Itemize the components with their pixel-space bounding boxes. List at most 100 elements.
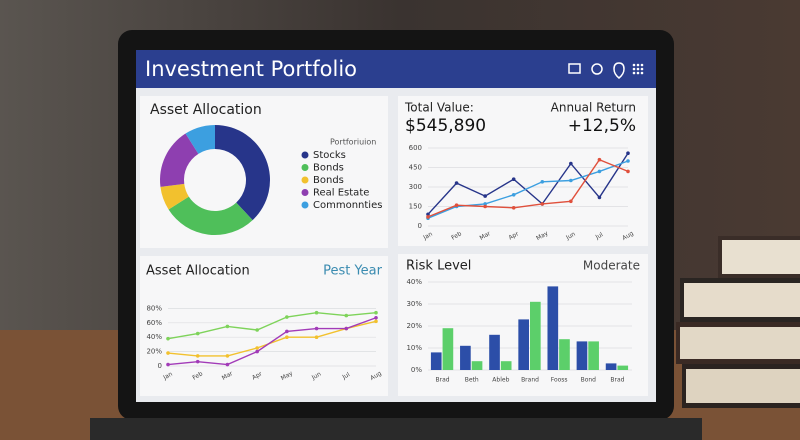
point [569,199,573,204]
panel-title: Asset Allocation [150,102,262,118]
legend-swatch [301,176,309,184]
donut-segment [185,125,215,154]
y-tick-label: 150 [409,203,422,211]
point [195,359,200,364]
y-tick-label: 30% [406,300,422,308]
return-value: +12,5% [568,116,636,136]
point [454,203,459,207]
y-tick-label: 80% [146,304,162,312]
panel [140,256,388,396]
point [225,354,230,358]
total-label: Total Value: [404,101,474,115]
point [511,206,516,210]
point [166,362,170,367]
bar [576,341,588,370]
point [285,335,289,340]
point [314,326,319,331]
point [374,319,378,324]
bar [471,361,483,370]
header-icons[interactable] [568,62,644,79]
bar [442,328,454,370]
point [569,178,573,183]
y-tick-label: 40% [406,278,422,286]
x-tick-label: Jun [310,371,323,382]
legend-swatch [301,164,309,171]
risk-level: Moderate [583,259,640,273]
y-tick-label: 10% [406,344,422,352]
bar [518,319,529,370]
line [167,317,377,366]
bar [617,365,629,370]
point [626,169,630,174]
x-tick-label: Feb [450,230,463,241]
y-tick-label: 20% [146,348,162,356]
panel [398,96,648,246]
point [626,159,630,163]
legend-swatch [301,189,309,196]
point [225,362,230,367]
point [597,195,602,200]
donut-segment [215,125,270,221]
line [167,320,377,357]
bar [460,345,471,370]
line [427,158,629,218]
panel-title: Risk Level [406,259,471,274]
point [314,310,319,315]
point [314,335,319,340]
line [167,312,377,340]
bar [489,334,500,370]
return-label: Annual Return [551,101,636,115]
point [597,169,602,174]
point [483,202,487,206]
y-tick-label: 600 [409,144,422,152]
legend-label: Bonds [313,163,344,174]
legend-label: Commonnties [313,200,382,211]
y-tick-label: 20% [406,322,422,330]
x-tick-label: Brad [610,377,624,384]
y-tick-label: 0% [411,366,422,374]
point [255,349,259,354]
x-tick-label: Jan [161,371,174,382]
x-tick-label: Brand [521,377,539,384]
point [426,215,430,219]
y-tick-label: 0 [418,222,422,230]
point [483,204,487,209]
x-tick-label: Beth [465,377,479,384]
x-tick-label: Bond [581,377,597,384]
x-tick-label: Mar [478,230,492,242]
y-tick-label: 0 [158,362,162,370]
total-value: $545,890 [405,116,486,136]
bar [500,361,512,370]
point [225,324,230,329]
legend-title: Portforiuion [330,138,376,147]
x-tick-label: Apr [251,370,264,382]
x-tick-label: Brad [436,377,450,384]
point [255,328,259,332]
bar [530,301,541,370]
legend-swatch [301,201,309,209]
y-tick-label: 300 [409,183,422,191]
period[interactable]: Pest Year [323,264,383,279]
point [285,329,289,334]
donut-segment [168,196,253,235]
point [454,181,459,185]
point [426,212,430,217]
point [285,315,289,319]
point [511,177,516,181]
bar [559,339,570,370]
keyboard [90,418,702,440]
donut-segment [160,183,189,210]
point [195,331,200,336]
point [166,351,170,355]
point [511,193,516,197]
x-tick-label: Jul [594,231,605,241]
x-tick-label: Apr [507,230,520,242]
point [344,326,349,331]
point [344,313,349,318]
bar [588,341,599,370]
point [597,157,602,162]
point [483,194,487,198]
point [540,202,545,206]
